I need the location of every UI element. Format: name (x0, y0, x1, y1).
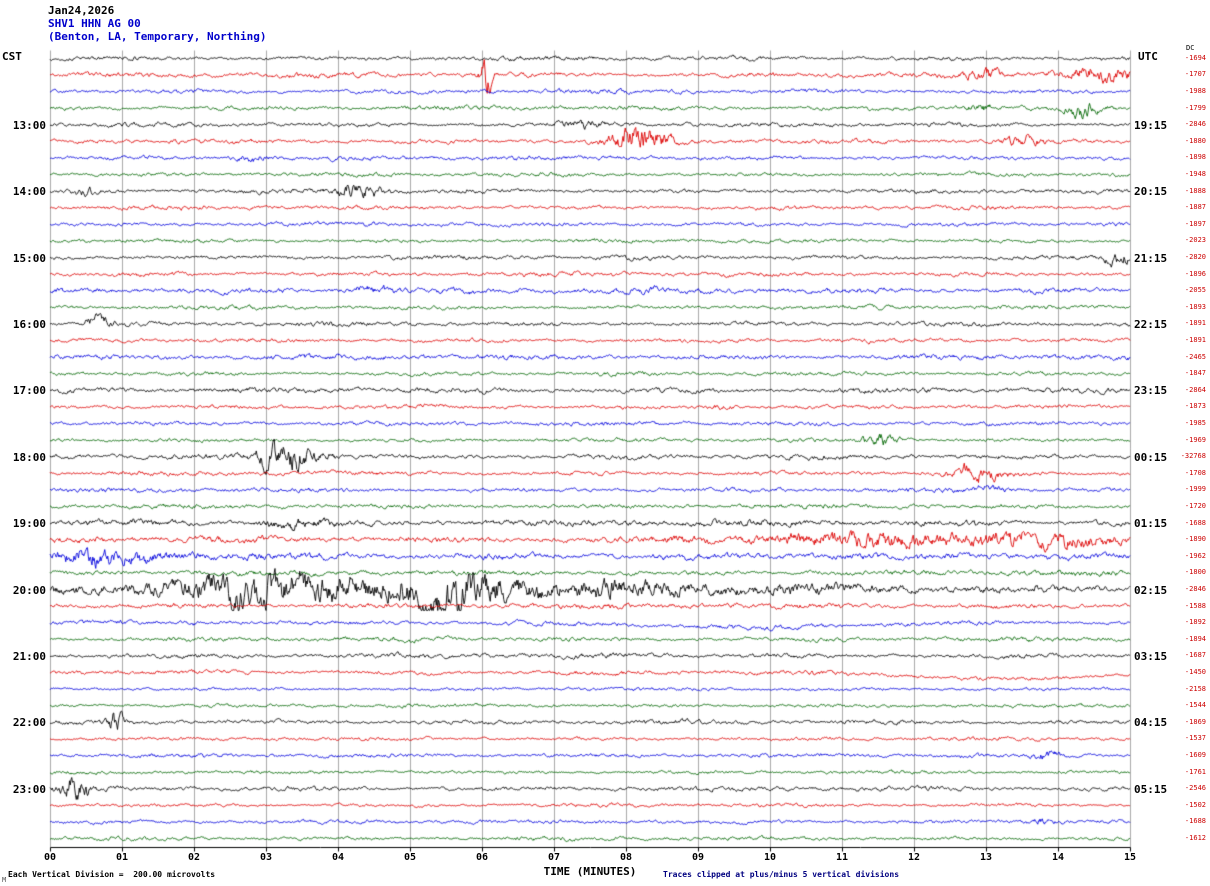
dc-value: -1898 (1184, 153, 1206, 162)
dc-value: -1988 (1184, 87, 1206, 95)
x-tick-label: 08 (619, 851, 633, 863)
dc-value: -1694 (1184, 53, 1206, 62)
right-time-label: 20:15 (1134, 185, 1168, 199)
dc-value: -32768 (1180, 452, 1206, 461)
dc-value: -1948 (1184, 170, 1206, 178)
header-date: Jan24,2026 (48, 4, 115, 17)
right-time-label: 00:15 (1134, 450, 1168, 464)
dc-value: -1892 (1184, 618, 1206, 627)
right-time-label: 21:15 (1134, 251, 1168, 265)
left-time-label: 15:00 (12, 251, 46, 265)
right-time-label: 23:15 (1134, 384, 1168, 398)
dc-value: -1894 (1184, 634, 1206, 643)
left-time-label: 19:00 (12, 517, 46, 531)
dc-value: -1450 (1184, 668, 1206, 676)
dc-value: -2465 (1184, 352, 1206, 361)
dc-value: -2820 (1184, 253, 1206, 261)
right-time-label: 01:15 (1134, 517, 1168, 531)
x-axis-label: TIME (MINUTES) (543, 865, 637, 878)
dc-value: -1708 (1184, 468, 1206, 477)
scale-note: Each Vertical Division = 200.00 microvol… (8, 870, 216, 879)
left-time-label: 23:00 (12, 782, 46, 796)
dc-value: -1537 (1184, 734, 1206, 743)
dc-value: -1609 (1184, 751, 1206, 759)
x-tick-label: 00 (43, 851, 57, 863)
dc-value: -2546 (1184, 784, 1206, 793)
left-time-label: 22:00 (12, 716, 46, 730)
x-tick-label: 11 (835, 851, 849, 863)
dc-value: -1799 (1184, 103, 1206, 112)
left-time-label: 13:00 (12, 118, 46, 132)
x-tick-label: 12 (907, 851, 921, 863)
x-tick-label: 10 (763, 851, 777, 863)
left-time-label: 20:00 (12, 583, 46, 597)
clip-note: Traces clipped at plus/minus 5 vertical … (663, 870, 900, 879)
x-tick-label: 05 (403, 851, 417, 863)
dc-value: -1893 (1184, 302, 1206, 311)
right-timezone-label: UTC (1138, 50, 1158, 63)
dc-value: -1544 (1184, 701, 1206, 710)
dc-value: -2846 (1184, 585, 1206, 593)
dc-value: -1985 (1184, 419, 1206, 427)
dc-value: -1707 (1184, 70, 1206, 79)
dc-value: -1887 (1184, 203, 1206, 212)
dc-value: -1890 (1184, 535, 1206, 544)
x-tick-label: 07 (547, 851, 561, 863)
dc-value: -1888 (1184, 186, 1206, 195)
right-time-label: 05:15 (1134, 782, 1168, 796)
dc-value: -1897 (1184, 219, 1206, 228)
dc-value: -1962 (1184, 551, 1206, 560)
x-tick-label: 03 (259, 851, 273, 863)
left-time-label: 21:00 (12, 649, 46, 663)
dc-value: -1800 (1184, 568, 1206, 577)
dc-value: -2158 (1184, 684, 1206, 693)
right-time-label: 03:15 (1134, 649, 1168, 663)
dc-value: -1880 (1184, 136, 1206, 145)
dc-value: -2846 (1184, 120, 1206, 129)
left-time-label: 16:00 (12, 317, 46, 331)
right-time-label: 02:15 (1134, 583, 1168, 597)
left-time-label: 17:00 (12, 384, 46, 398)
x-tick-label: 04 (331, 851, 345, 863)
dc-value: -1588 (1184, 601, 1206, 610)
dc-value: -1999 (1184, 485, 1206, 494)
left-timezone-label: CST (2, 50, 22, 63)
dc-value: -1761 (1184, 767, 1206, 776)
x-tick-label: 13 (979, 851, 993, 863)
dc-value: -2023 (1184, 236, 1206, 245)
x-tick-label: 14 (1051, 851, 1065, 863)
left-time-label: 18:00 (12, 450, 46, 464)
x-tick-label: 15 (1123, 851, 1137, 863)
x-tick-label: 01 (115, 851, 129, 863)
right-time-label: 04:15 (1134, 716, 1168, 730)
dc-value: -1896 (1184, 269, 1206, 278)
dc-value: -1847 (1184, 369, 1206, 378)
dc-value: -1612 (1184, 834, 1206, 842)
header-location: (Benton, LA, Temporary, Northing) (48, 30, 267, 43)
dc-value: -2864 (1184, 385, 1206, 394)
dc-value: -1687 (1184, 651, 1206, 660)
left-time-label: 14:00 (12, 185, 46, 199)
right-time-label: 22:15 (1134, 317, 1168, 331)
dc-value: -1891 (1184, 336, 1206, 344)
dc-value: -1969 (1184, 435, 1206, 444)
right-time-label: 19:15 (1134, 118, 1168, 132)
dc-value: -2055 (1184, 286, 1206, 295)
dc-value: -1873 (1184, 402, 1206, 411)
dc-value: -1720 (1184, 502, 1206, 510)
x-tick-label: 09 (691, 851, 705, 863)
x-tick-label: 02 (187, 851, 201, 863)
dc-column-header: DC (1186, 44, 1195, 52)
x-tick-label: 06 (475, 851, 489, 863)
header-station: SHV1 HHN AG 00 (48, 17, 141, 30)
dc-value: -1688 (1184, 817, 1206, 826)
dc-value: -1688 (1184, 518, 1206, 527)
dc-value: -1869 (1184, 717, 1206, 726)
watermark: M (2, 876, 7, 884)
dc-value: -1891 (1184, 319, 1206, 328)
dc-value: -1502 (1184, 800, 1206, 809)
